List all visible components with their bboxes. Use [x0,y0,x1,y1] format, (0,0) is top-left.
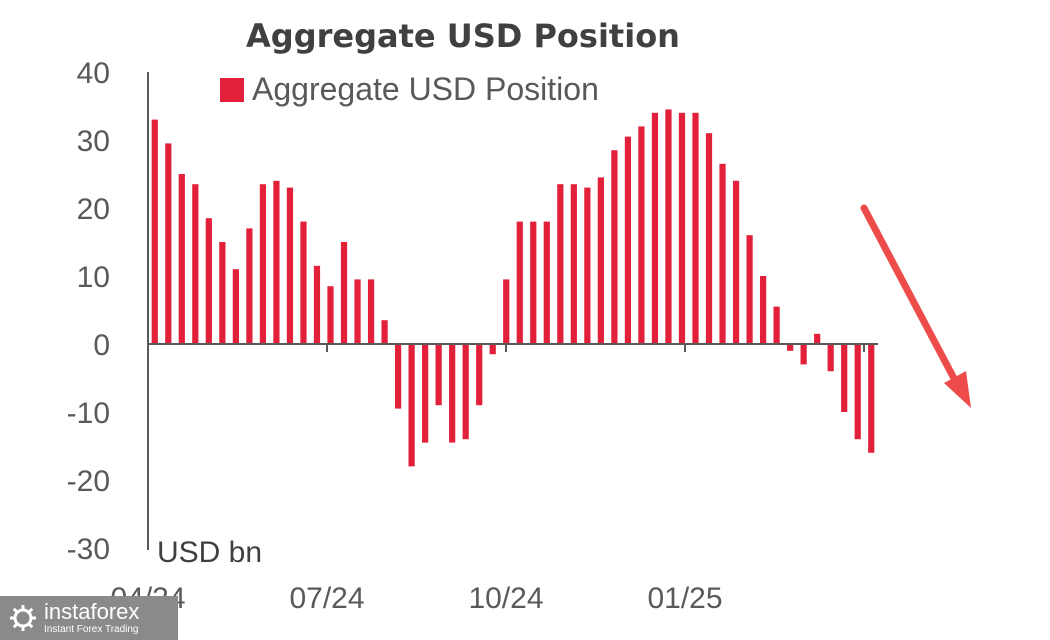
bar [476,344,483,406]
watermark-brand: instaforex [44,599,140,624]
bar [165,143,172,344]
bar [787,344,794,351]
bar [773,306,780,344]
y-tick-label: -30 [67,533,110,566]
bar [570,184,577,344]
x-tick-label: 07/24 [289,582,364,615]
bar [638,126,645,345]
legend-swatch [220,78,244,102]
legend-label: Aggregate USD Position [252,71,599,107]
bar [394,344,402,409]
bar [327,286,334,344]
bar [151,119,158,344]
y-tick-label: 10 [77,261,110,294]
bar [422,344,429,443]
x-tick-label: 10/24 [468,582,543,615]
bar-series [151,109,875,467]
x-tick-label: 01/25 [647,582,722,615]
bar [611,150,618,344]
y-tick-label: -10 [67,397,110,430]
bar [665,109,672,345]
bar [489,344,496,355]
bar [354,279,361,344]
bar [800,344,807,365]
bar [313,265,321,344]
bar [530,221,537,344]
y-tick-label: 20 [77,193,110,226]
bar [300,221,307,344]
bar [192,184,199,344]
bar [597,177,604,344]
y-tick-label: 40 [77,57,110,90]
bar [705,133,713,344]
bar [232,269,239,344]
bar [746,235,753,344]
bar [178,174,185,344]
bar [624,136,632,344]
bar [449,344,456,443]
bar [273,180,280,344]
watermark-tagline: Instant Forex Trading [44,624,139,635]
bar [678,112,686,344]
bar [651,112,659,344]
bar [841,344,848,412]
bar [381,320,388,344]
bar [732,180,740,344]
y-axis-tick-labels: 40 30 20 10 0 -10 -20 -30 [67,57,110,566]
bar [854,344,861,440]
bar [759,276,767,344]
bar [219,242,226,344]
bar [516,221,523,344]
bar [246,228,253,344]
bar [367,279,375,344]
bar [340,242,348,344]
bar [503,279,510,344]
bar [827,344,834,372]
bar [543,221,550,344]
bar [435,344,442,406]
bar [868,344,875,453]
bar [557,184,564,344]
bar [584,187,591,344]
downward-trend-arrow [860,204,971,408]
bar [692,112,699,344]
instaforex-watermark: instaforex Instant Forex Trading [0,596,178,640]
bar [719,163,726,344]
chart-title: Aggregate USD Position [246,17,680,55]
bar [462,344,469,440]
instaforex-logo-icon [10,605,36,631]
bar [814,333,821,344]
bar [259,184,267,344]
bar [408,344,415,467]
bar [205,218,212,344]
y-tick-label: 0 [93,329,110,362]
y-tick-label: -20 [67,465,110,498]
unit-label: USD bn [157,536,262,569]
bar [286,187,294,344]
y-tick-label: 30 [77,125,110,158]
